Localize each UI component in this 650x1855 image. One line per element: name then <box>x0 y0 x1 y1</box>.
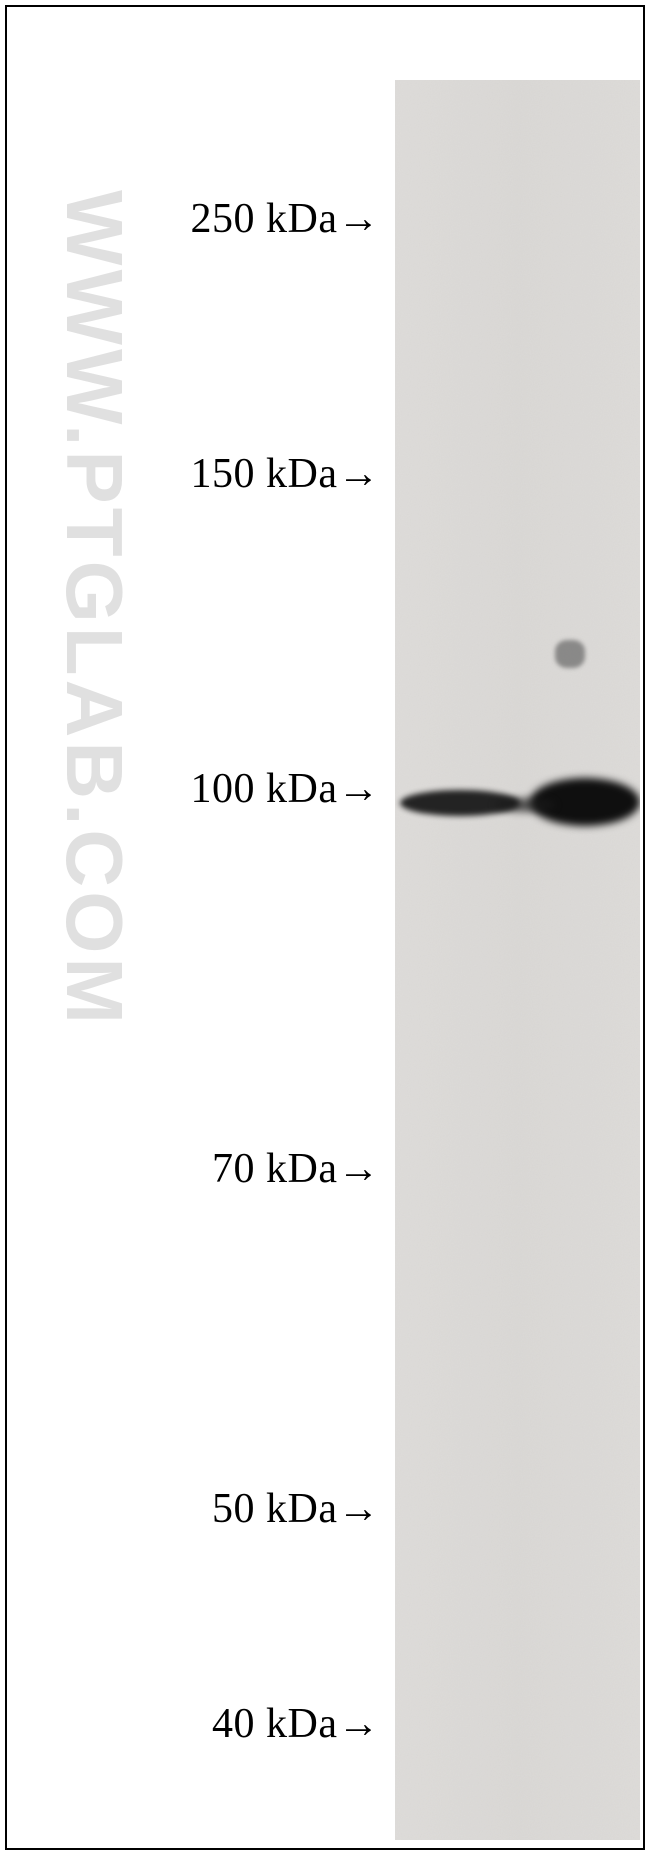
mw-marker-150: 150 kDa→ <box>80 450 380 498</box>
watermark-text: WWW.PTGLAB.COM <box>48 190 140 1028</box>
mw-marker-70: 70 kDa→ <box>80 1145 380 1193</box>
mw-marker-250: 250 kDa→ <box>80 195 380 243</box>
band-connector <box>495 798 555 812</box>
blot-lane-svg <box>395 80 640 1840</box>
blot-lane <box>395 80 640 1840</box>
artifact-spot <box>555 640 585 668</box>
mw-marker-100: 100 kDa→ <box>80 765 380 813</box>
mw-marker-40: 40 kDa→ <box>80 1700 380 1748</box>
mw-marker-50: 50 kDa→ <box>80 1485 380 1533</box>
